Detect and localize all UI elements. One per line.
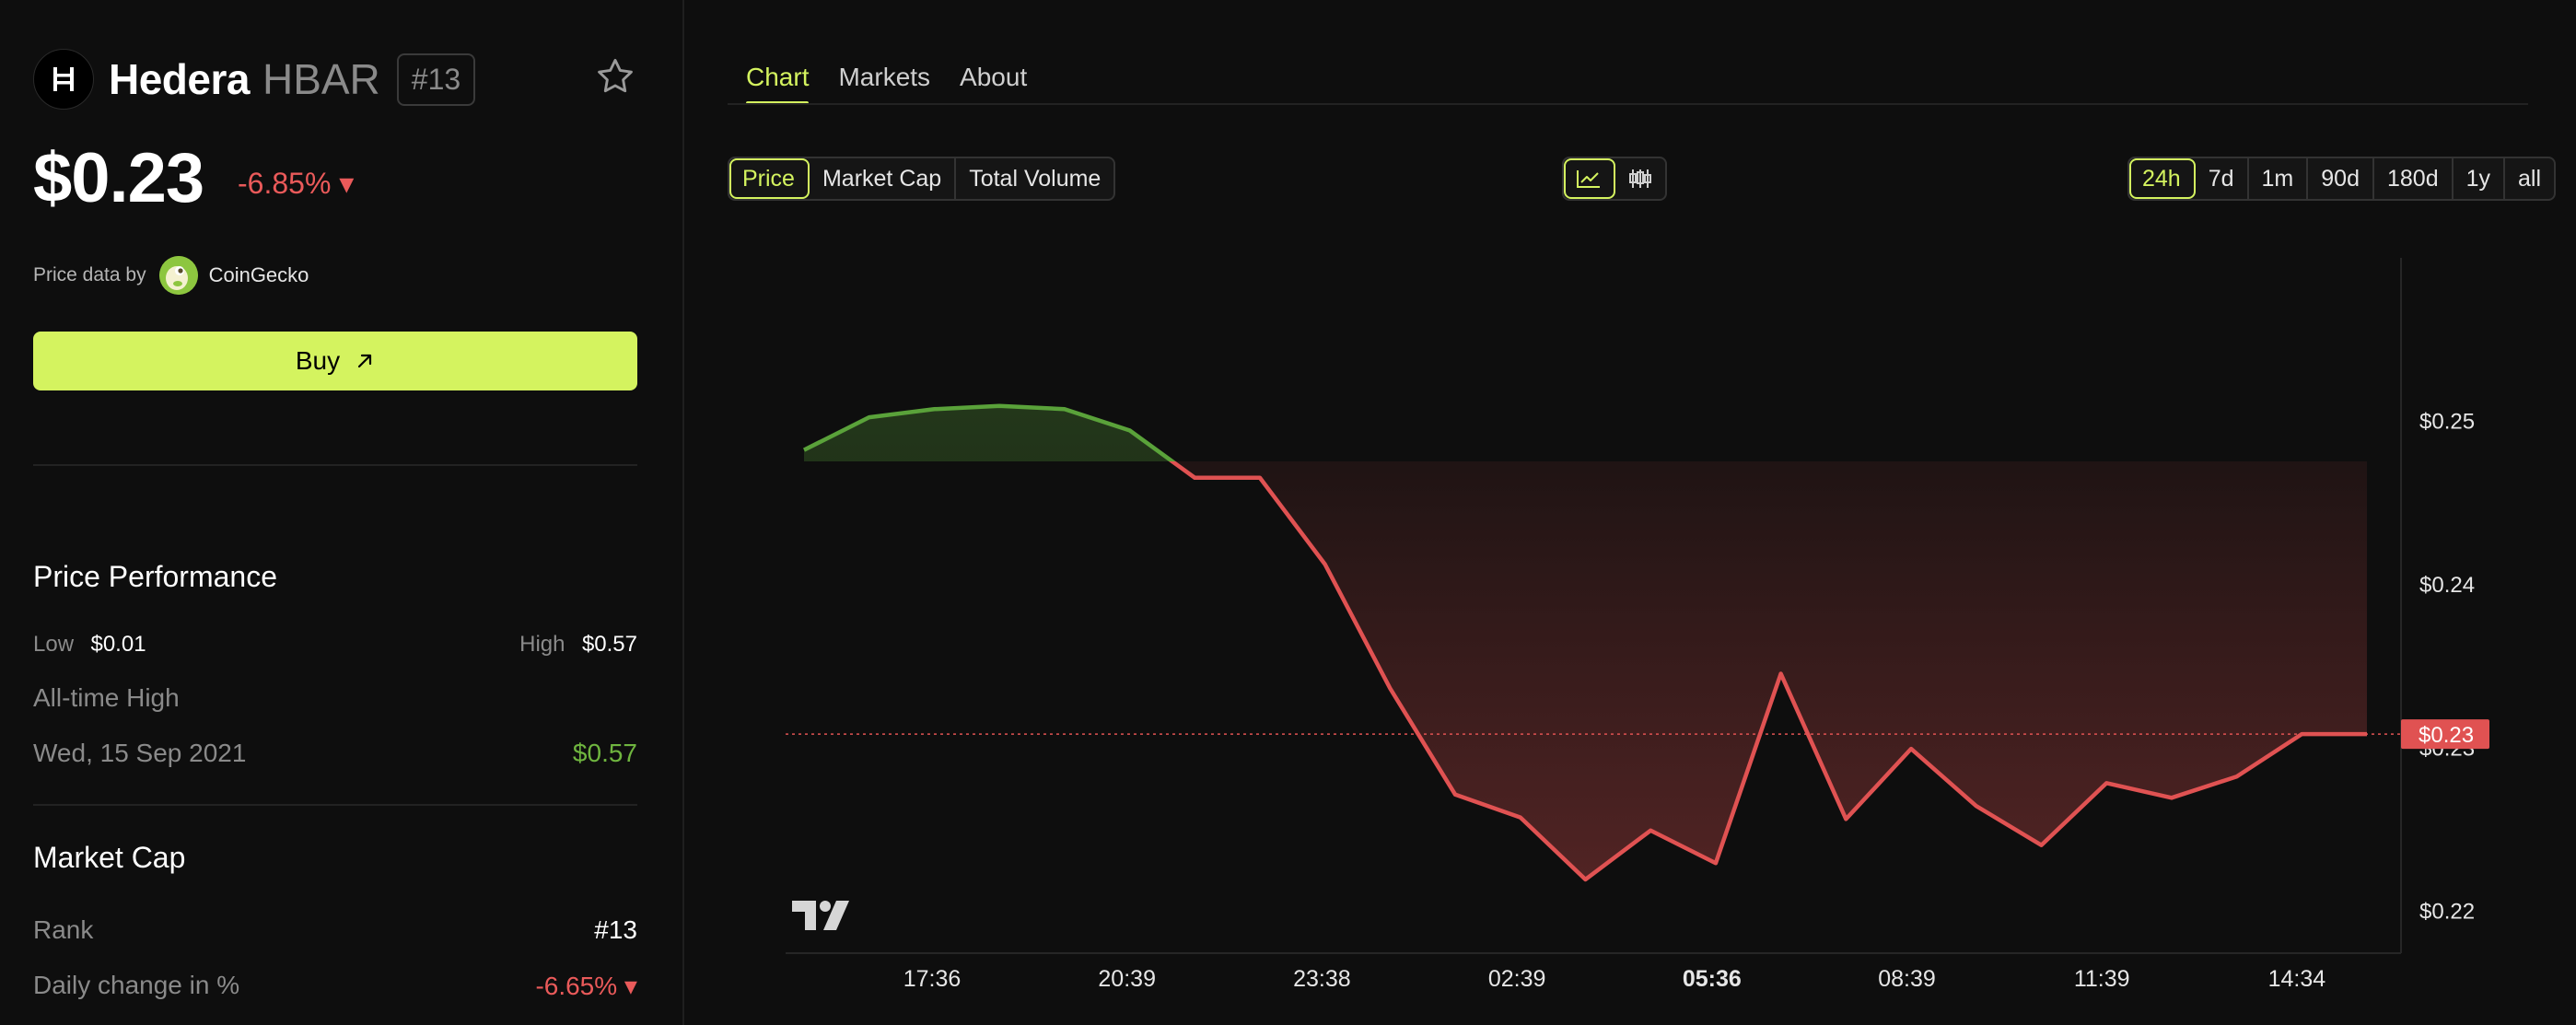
tab-markets[interactable]: Markets bbox=[838, 63, 931, 91]
rank-row: Rank #13 bbox=[33, 915, 637, 945]
metric-market-cap-button[interactable]: Market Cap bbox=[810, 158, 957, 199]
daily-change-label: Daily change in % bbox=[33, 971, 240, 999]
rank-value: #13 bbox=[594, 915, 637, 944]
range-90d-button[interactable]: 90d bbox=[2308, 158, 2374, 199]
x-tick-label: 20:39 bbox=[1098, 966, 1156, 992]
x-tick-label: 02:39 bbox=[1488, 966, 1546, 992]
tab-chart[interactable]: Chart bbox=[746, 63, 810, 105]
current-price: $0.23 bbox=[33, 139, 204, 217]
high-value: $0.57 bbox=[581, 632, 637, 657]
y-tick-label: $0.24 bbox=[2419, 573, 2475, 598]
hedera-logo-icon bbox=[33, 49, 94, 110]
buy-button-label: Buy bbox=[295, 346, 341, 375]
tabs-underline bbox=[728, 103, 2528, 105]
range-1m-button[interactable]: 1m bbox=[2249, 158, 2309, 199]
divider bbox=[33, 804, 637, 806]
price-data-attribution: Price data by CoinGecko bbox=[33, 256, 309, 295]
x-tick-label: 14:34 bbox=[2268, 966, 2326, 992]
chart-type-toggle bbox=[1562, 157, 1667, 201]
price-line-up bbox=[802, 403, 1176, 462]
x-tick-label: 08:39 bbox=[1878, 966, 1936, 992]
time-range-toggle: 24h 7d 1m 90d 180d 1y all bbox=[2127, 157, 2557, 201]
provider-name[interactable]: CoinGecko bbox=[208, 263, 309, 286]
star-icon[interactable] bbox=[594, 55, 636, 98]
coin-rank-badge: #13 bbox=[396, 52, 476, 106]
range-all-button[interactable]: all bbox=[2518, 165, 2542, 192]
ath-date-row: Wed, 15 Sep 2021 $0.57 bbox=[33, 739, 637, 768]
price-change-24h: -6.85% ▾ bbox=[238, 167, 355, 200]
low-value: $0.01 bbox=[90, 632, 146, 657]
low-label: Low bbox=[33, 632, 75, 657]
price-chart[interactable]: $0.25$0.24$0.23$0.22$0.2317:3620:3923:38… bbox=[764, 258, 2505, 995]
coin-symbol: HBAR bbox=[262, 55, 380, 103]
daily-change-row: Daily change in % -6.65% ▾ bbox=[33, 971, 637, 1000]
tradingview-logo bbox=[792, 901, 849, 930]
tab-about[interactable]: About bbox=[960, 63, 1028, 91]
range-7d-button[interactable]: 7d bbox=[2196, 158, 2249, 199]
arrow-up-right-icon bbox=[358, 354, 372, 368]
range-180d-button[interactable]: 180d bbox=[2374, 158, 2454, 199]
daily-change-value: -6.65% ▾ bbox=[535, 972, 637, 1000]
line-chart-icon[interactable] bbox=[1564, 158, 1615, 199]
area-above-baseline bbox=[804, 405, 2367, 462]
coingecko-logo-icon[interactable] bbox=[158, 256, 198, 295]
y-tick-label: $0.22 bbox=[2419, 900, 2475, 925]
market-cap-title: Market Cap bbox=[33, 841, 186, 874]
coin-name: Hedera bbox=[109, 55, 250, 103]
x-tick-label: 11:39 bbox=[2074, 966, 2130, 992]
ath-row: All-time High bbox=[33, 683, 637, 713]
x-tick-label: 05:36 bbox=[1683, 966, 1742, 992]
price-data-label: Price data by bbox=[33, 264, 146, 285]
range-24h-button[interactable]: 24h bbox=[2129, 158, 2196, 199]
divider bbox=[33, 464, 637, 466]
ath-value: $0.57 bbox=[572, 739, 637, 767]
price-performance-title: Price Performance bbox=[33, 560, 277, 593]
y-tick-label: $0.25 bbox=[2419, 410, 2475, 435]
metric-total-volume-button[interactable]: Total Volume bbox=[969, 165, 1102, 192]
range-1y-button[interactable]: 1y bbox=[2454, 158, 2506, 199]
area-below-baseline bbox=[1171, 461, 2367, 879]
coin-header: Hedera HBAR #13 bbox=[33, 49, 476, 110]
high-label: High bbox=[519, 632, 565, 657]
ath-date: Wed, 15 Sep 2021 bbox=[33, 739, 247, 767]
buy-button[interactable]: Buy bbox=[33, 332, 637, 390]
rank-label: Rank bbox=[33, 915, 94, 944]
price-line-down bbox=[1169, 461, 2367, 882]
candlestick-icon[interactable] bbox=[1615, 158, 1665, 199]
main-tabs: Chart Markets About bbox=[746, 63, 1056, 105]
x-tick-label: 23:38 bbox=[1293, 966, 1351, 992]
ath-label: All-time High bbox=[33, 683, 180, 712]
x-tick-label: 17:36 bbox=[903, 966, 962, 992]
current-price-badge-label: $0.23 bbox=[2419, 723, 2474, 748]
metric-price-button[interactable]: Price bbox=[729, 158, 810, 199]
current-price-badge bbox=[2401, 719, 2489, 750]
metric-toggle: Price Market Cap Total Volume bbox=[728, 157, 1116, 201]
low-high-row: Low $0.01 High $0.57 bbox=[33, 632, 637, 658]
coin-info-panel: Hedera HBAR #13 $0.23 -6.85% ▾ Price dat… bbox=[0, 0, 684, 1025]
